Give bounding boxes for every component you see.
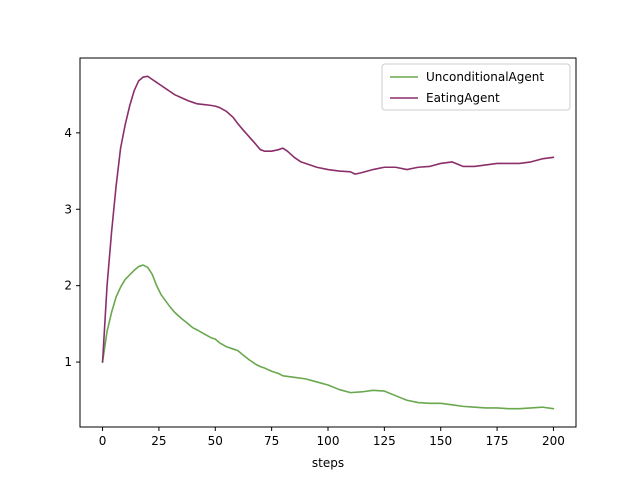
plot-area — [101, 75, 555, 410]
y-tick-label: 3 — [64, 202, 72, 216]
series-line-1 — [101, 75, 555, 363]
x-axis-label: steps — [312, 456, 344, 470]
y-tick-label: 1 — [64, 355, 72, 369]
x-tick-label: 150 — [429, 434, 452, 448]
x-tick-label: 200 — [542, 434, 565, 448]
legend: UnconditionalAgent EatingAgent — [381, 63, 571, 111]
x-tick-label: 175 — [486, 434, 509, 448]
y-tick-label: 4 — [64, 126, 72, 140]
x-tick-label: 100 — [317, 434, 340, 448]
x-tick-label: 50 — [208, 434, 223, 448]
y-tick-label: 2 — [64, 279, 72, 293]
series-line-0 — [101, 264, 555, 410]
legend-label: EatingAgent — [426, 91, 500, 105]
x-tick-label: 75 — [264, 434, 279, 448]
x-tick-label: 0 — [99, 434, 107, 448]
axes: 0 25 50 75 100 125 150 175 200 1 2 3 4 — [64, 57, 577, 448]
x-tick-label: 25 — [151, 434, 166, 448]
x-tick-label: 125 — [373, 434, 396, 448]
legend-box — [381, 63, 571, 111]
legend-label: UnconditionalAgent — [426, 70, 544, 84]
